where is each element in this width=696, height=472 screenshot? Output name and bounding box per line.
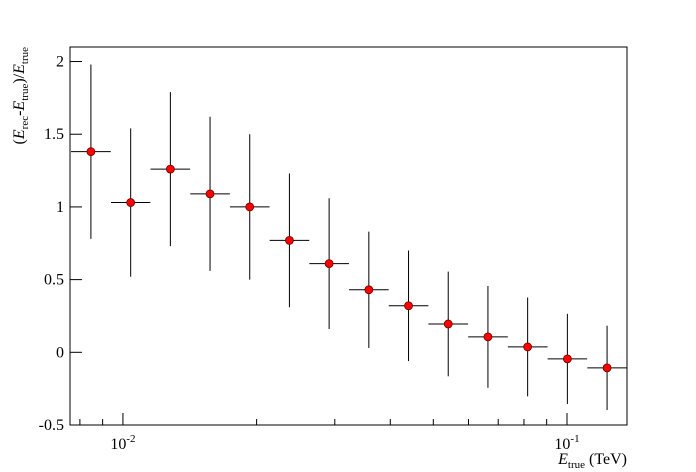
y-axis-title-part: rec bbox=[19, 116, 31, 130]
data-point bbox=[602, 363, 612, 373]
data-point bbox=[285, 235, 294, 245]
x-axis-title: Etrue (TeV) bbox=[557, 451, 627, 471]
x-axis-title-part: true bbox=[568, 459, 585, 471]
data-point bbox=[364, 285, 374, 295]
y-tick-label: 1.5 bbox=[44, 126, 64, 143]
x-axis-title-part: (TeV) bbox=[585, 451, 627, 468]
y-axis-title-part: E bbox=[11, 64, 28, 75]
data-point bbox=[443, 319, 453, 329]
y-tick-label: 0 bbox=[56, 344, 64, 361]
plot-frame bbox=[69, 46, 628, 426]
x-tick-label: 10-1 bbox=[554, 433, 579, 453]
x-tick-base: 10 bbox=[554, 436, 570, 453]
y-axis-title-part: )/ bbox=[11, 73, 28, 83]
y-axis-title-part: - bbox=[11, 111, 28, 116]
y-tick-label: 2 bbox=[56, 54, 64, 71]
data-point bbox=[165, 164, 175, 174]
x-tick-exponent: -2 bbox=[126, 433, 135, 445]
y-tick-label: 1 bbox=[56, 199, 64, 216]
data-point bbox=[245, 202, 255, 212]
data-point bbox=[324, 259, 334, 269]
y-axis-title: (Erec-Etrue)/Etrue bbox=[11, 47, 31, 145]
y-axis-title-part: true bbox=[19, 84, 31, 101]
y-axis-title-part: E bbox=[11, 101, 28, 112]
data-point bbox=[523, 342, 533, 352]
x-tick-base: 10 bbox=[110, 436, 126, 453]
x-tick-exponent: -1 bbox=[570, 433, 579, 445]
y-axis-title-part: ( bbox=[11, 139, 28, 144]
data-point bbox=[404, 301, 413, 311]
data-point bbox=[86, 147, 96, 157]
data-point bbox=[126, 198, 136, 207]
y-axis-title-part: E bbox=[11, 129, 28, 140]
y-axis-title-part: true bbox=[19, 47, 31, 64]
data-point bbox=[562, 354, 572, 364]
y-tick-label: -0.5 bbox=[39, 417, 64, 434]
x-tick-label: 10-2 bbox=[110, 433, 135, 453]
x-axis-title-part: E bbox=[557, 451, 568, 468]
data-point bbox=[205, 189, 215, 199]
data-point bbox=[483, 332, 493, 342]
y-tick-label: 0.5 bbox=[44, 272, 64, 289]
